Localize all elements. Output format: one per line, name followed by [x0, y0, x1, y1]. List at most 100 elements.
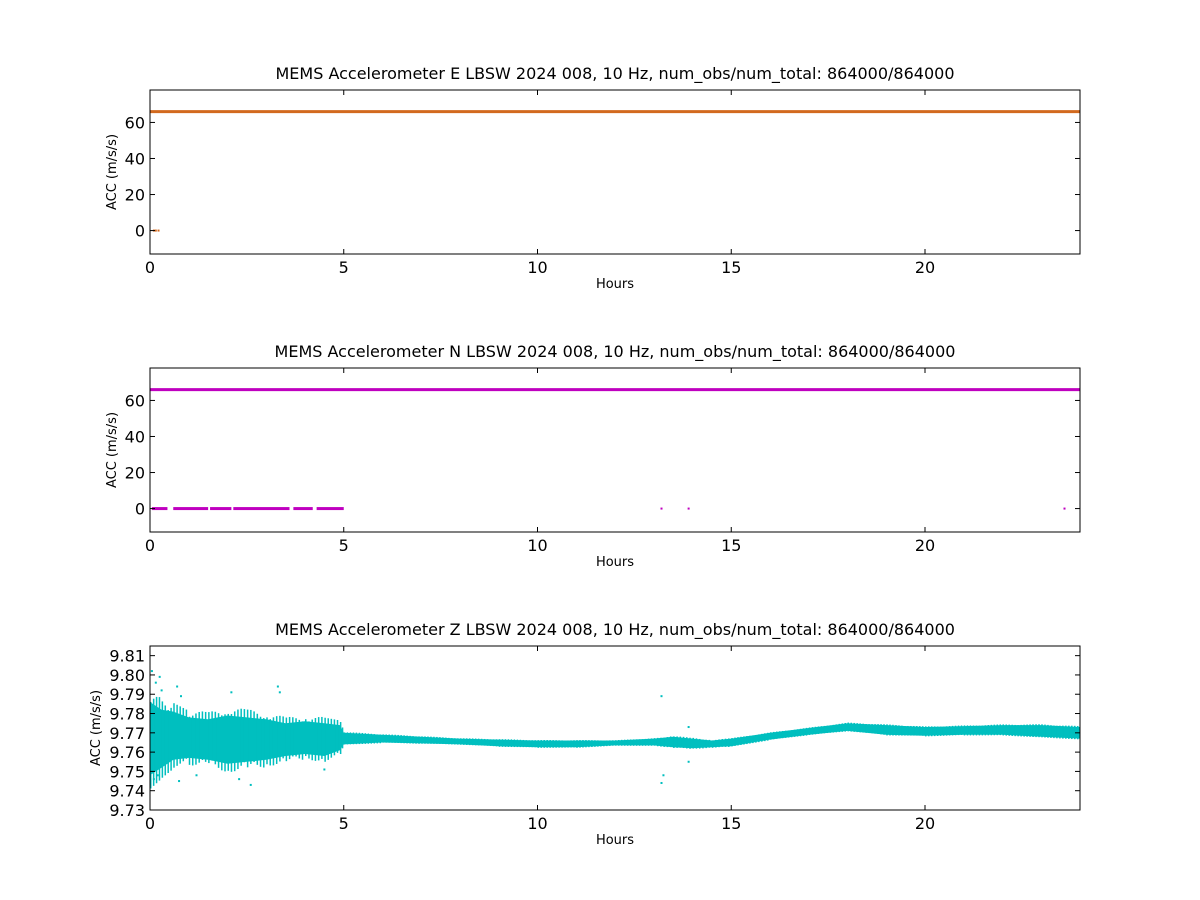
data-noise [385, 734, 387, 743]
data-noise [933, 726, 936, 737]
data-noise [805, 727, 808, 736]
data-noise [221, 715, 223, 771]
data-noise [314, 718, 317, 761]
data-noise [275, 716, 278, 764]
data-noise [919, 726, 921, 736]
data-point [660, 781, 663, 784]
data-noise [424, 736, 426, 744]
data-noise [823, 725, 826, 734]
data-noise [376, 734, 379, 744]
data-noise [859, 723, 861, 733]
data-noise [641, 739, 644, 746]
data-noise [540, 740, 542, 748]
data-noise [1044, 724, 1046, 738]
data-point [687, 760, 690, 763]
data-noise [853, 722, 855, 732]
data-noise [597, 740, 599, 747]
data-noise [930, 726, 933, 737]
data-noise [868, 724, 870, 734]
chart-panel-1: 0 5 10 15 20 0 20 40 60 MEMS Accelerometer N LBSW… [105, 342, 1081, 570]
data-noise [814, 726, 817, 735]
data-noise [279, 715, 281, 762]
data-noise [1020, 724, 1022, 737]
data-noise [185, 709, 188, 759]
y-tick-label: 9.73 [109, 801, 145, 820]
data-noise [850, 722, 852, 732]
data-noise [352, 732, 355, 745]
data-noise [925, 726, 927, 737]
data-noise [740, 736, 742, 746]
data-noise [832, 724, 835, 733]
y-tick-label: 0 [135, 500, 145, 519]
data-noise [445, 737, 447, 745]
data-noise [862, 723, 864, 733]
y-tick-label: 60 [125, 113, 145, 132]
data-noise [582, 740, 584, 748]
data-noise [877, 724, 879, 735]
data-point [1063, 507, 1066, 510]
data-noise [364, 733, 367, 744]
data-noise [663, 737, 665, 747]
data-noise [901, 725, 903, 736]
x-tick-label: 10 [527, 814, 547, 833]
data-noise [230, 714, 233, 772]
y-tick-label: 20 [125, 186, 145, 205]
data-noise [182, 707, 185, 762]
x-tick-label: 0 [145, 536, 155, 555]
data-noise [767, 732, 769, 741]
data-noise [1062, 725, 1064, 739]
data-noise [951, 725, 954, 736]
data-noise [436, 736, 438, 744]
data-noise [214, 711, 217, 765]
data-noise [626, 739, 629, 746]
data-noise [673, 736, 675, 749]
data-noise [1035, 724, 1037, 738]
data-noise [910, 725, 912, 736]
data-noise [954, 725, 957, 736]
data-noise [758, 734, 760, 743]
data-noise [856, 723, 858, 733]
axes-frame [149, 367, 1081, 533]
data-noise [996, 724, 999, 736]
data-noise [367, 733, 370, 744]
data-noise [317, 717, 320, 761]
data-noise [406, 735, 408, 744]
data-noise [966, 725, 969, 736]
data-noise [400, 735, 402, 744]
data-noise [770, 732, 772, 740]
data-noise [692, 737, 694, 749]
y-tick-label: 9.81 [109, 647, 145, 666]
data-noise [705, 739, 707, 749]
data-point [238, 778, 241, 781]
data-noise [468, 738, 471, 746]
data-point [157, 229, 160, 232]
data-point [154, 681, 157, 684]
data-noise [942, 726, 945, 736]
data-noise [528, 740, 531, 748]
data-noise [433, 736, 435, 744]
data-noise [772, 731, 775, 740]
data-noise [594, 740, 596, 747]
data-noise [987, 725, 990, 736]
data-noise [243, 709, 246, 763]
data-noise [1038, 724, 1040, 738]
data-noise [250, 709, 252, 764]
data-noise [972, 725, 975, 736]
data-noise [282, 716, 284, 759]
data-noise [233, 711, 236, 772]
data-noise [811, 727, 814, 735]
data-noise [749, 735, 751, 744]
data-noise [343, 732, 346, 745]
data-noise [927, 726, 930, 737]
data-noise [871, 724, 873, 734]
data-noise [711, 740, 714, 748]
data-noise [161, 701, 164, 778]
data-noise [486, 739, 489, 746]
data-noise [999, 724, 1002, 736]
data-band [150, 110, 1080, 114]
data-noise [483, 738, 486, 746]
data-noise [421, 736, 423, 744]
data-noise [1011, 724, 1013, 736]
data-noise [808, 727, 811, 736]
data-noise [817, 726, 820, 734]
